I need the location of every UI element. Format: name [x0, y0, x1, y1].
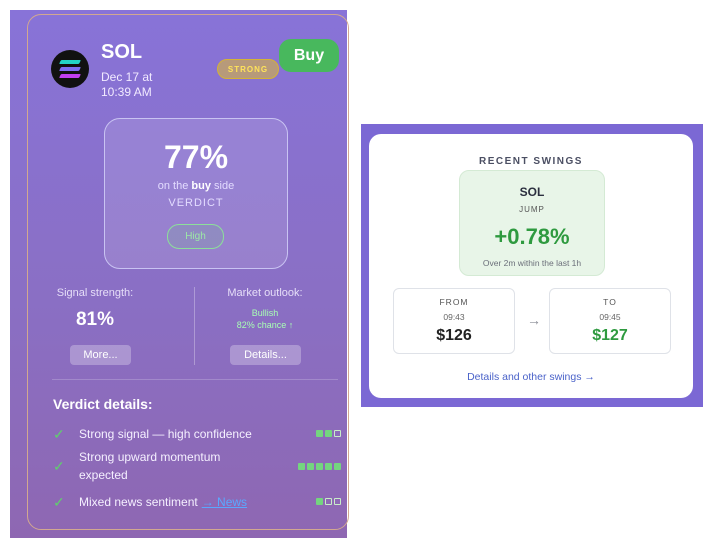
market-outlook: Market outlook: Bullish 82% chance ↑ — [190, 287, 340, 331]
outlook-chance: 82% chance ↑ — [236, 320, 294, 330]
verdict-side: buy — [191, 180, 211, 192]
swing-note: Over 2m within the last 1h — [482, 258, 582, 268]
coin-name: SOL — [101, 41, 143, 63]
news-link[interactable]: → News — [201, 495, 248, 509]
more-button[interactable]: More... — [70, 345, 131, 365]
detail-text: Strong upward momentum expected — [79, 450, 221, 482]
from-box: FROM 09:43 $126 — [393, 288, 515, 354]
buy-button[interactable]: Buy — [279, 39, 339, 72]
rating-dots — [316, 430, 341, 437]
strength-badge: STRONG — [217, 59, 279, 79]
arrow-right-icon: → — [527, 312, 541, 328]
swing-change: +0.78% — [494, 224, 570, 249]
to-price: $127 — [592, 327, 628, 344]
confidence-pill[interactable]: High — [167, 224, 224, 249]
signal-strength-value: 81% — [75, 309, 115, 330]
other-swings-link[interactable]: Details and other swings → — [467, 371, 595, 383]
from-price: $126 — [436, 327, 472, 344]
to-box: TO 09:45 $127 — [549, 288, 671, 354]
swing-summary: SOL JUMP +0.78% Over 2m within the last … — [459, 170, 605, 276]
list-item: ✓ Strong upward momentum expected — [53, 448, 341, 488]
timestamp: Dec 17 at 10:39 AM — [101, 70, 153, 99]
from-time: 09:43 — [443, 312, 465, 322]
verdict-panel: SOL Dec 17 at 10:39 AM STRONG Buy 77% on… — [10, 10, 349, 538]
divider — [52, 379, 338, 380]
swings-panel: RECENT SWINGS SOL JUMP +0.78% Over 2m wi… — [361, 124, 703, 407]
check-icon: ✓ — [53, 458, 65, 474]
signal-strength: Signal strength: 81% — [20, 287, 170, 331]
verdict-box: 77% on the buy side VERDICT High — [104, 118, 288, 269]
verdict-details-title: Verdict details: — [53, 396, 153, 412]
outlook-value: Bullish — [251, 308, 279, 318]
rating-dots — [316, 498, 341, 505]
check-icon: ✓ — [53, 494, 65, 510]
from-label: FROM — [439, 297, 469, 307]
swing-kind: JUMP — [519, 205, 545, 214]
list-item: ✓ Strong signal — high confidence — [53, 425, 341, 445]
verdict-label: VERDICT — [168, 197, 224, 209]
detail-text: Strong signal — high confidence — [79, 427, 252, 441]
rating-dots — [298, 463, 341, 470]
market-outlook-label: Market outlook: — [227, 287, 303, 299]
verdict-side-text: on the buy side — [157, 180, 235, 192]
recent-swings-card: RECENT SWINGS SOL JUMP +0.78% Over 2m wi… — [369, 134, 693, 398]
to-label: TO — [603, 297, 617, 307]
divider — [194, 287, 195, 365]
verdict-percent: 77% — [163, 139, 229, 175]
signal-strength-label: Signal strength: — [56, 287, 134, 299]
detail-text-with-link: Mixed news sentiment → News — [79, 495, 248, 509]
list-item: ✓ Mixed news sentiment → News — [53, 493, 341, 513]
solana-logo-icon — [51, 50, 89, 88]
details-button[interactable]: Details... — [230, 345, 301, 365]
check-icon: ✓ — [53, 426, 65, 442]
verdict-card: SOL Dec 17 at 10:39 AM STRONG Buy 77% on… — [27, 14, 349, 530]
swing-symbol: SOL — [519, 185, 545, 199]
swings-title: RECENT SWINGS — [479, 156, 583, 167]
to-time: 09:45 — [599, 312, 621, 322]
